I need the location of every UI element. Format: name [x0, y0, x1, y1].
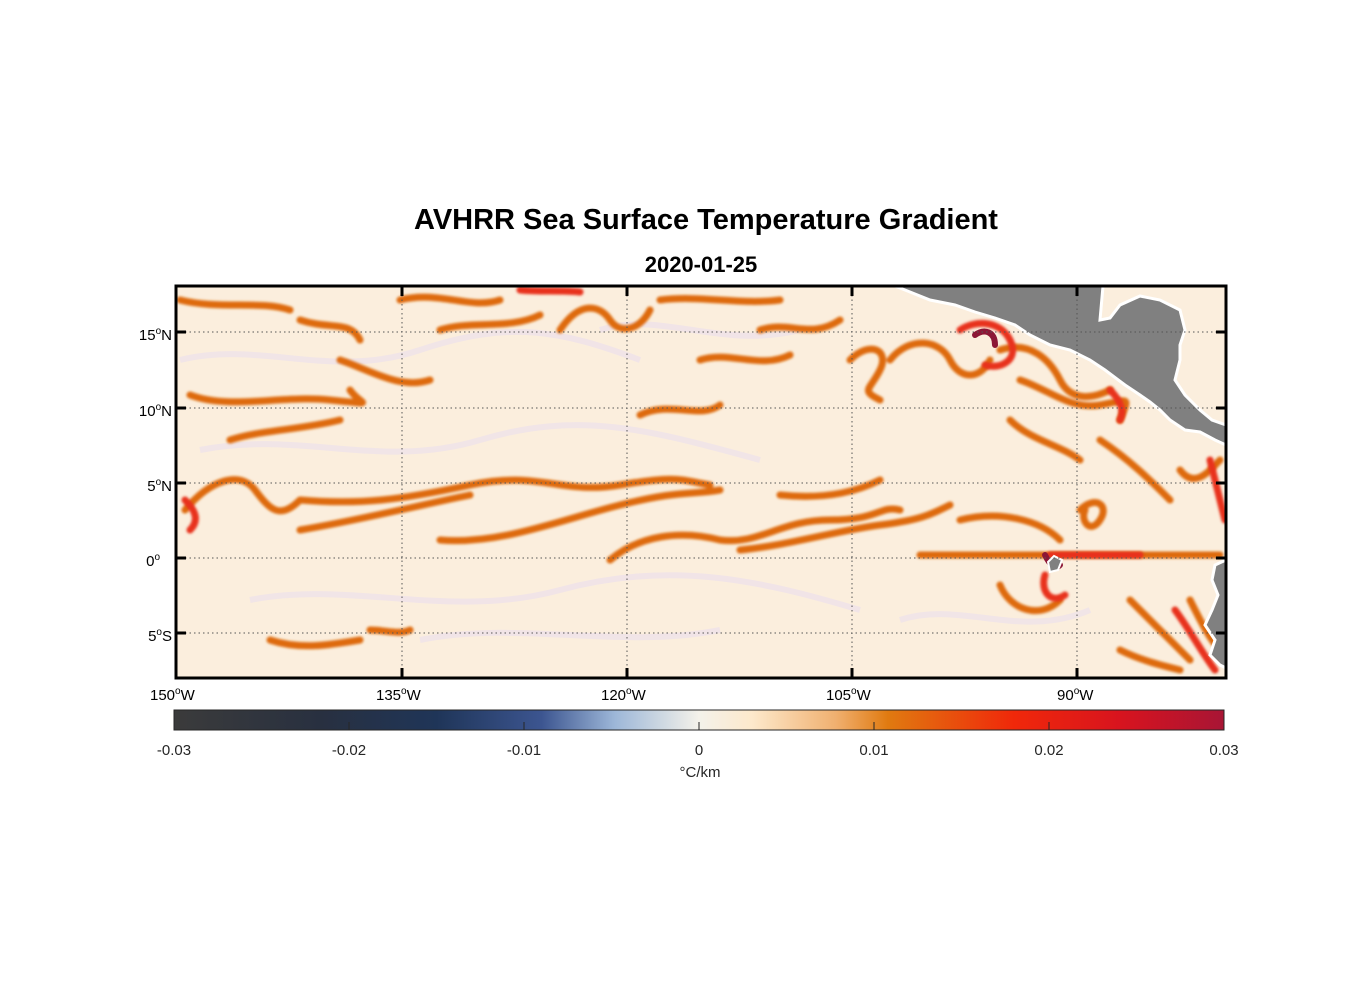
colorbar-tick-marks — [348, 722, 1050, 730]
colorbar-tick-label: 0.02 — [1034, 742, 1063, 759]
colorbar-unit-label: °C/km — [679, 764, 721, 781]
longitude-labels: 150oW 135oW 120oW 105oW 90oW — [150, 686, 1094, 704]
chart-title: AVHRR Sea Surface Temperature Gradient — [414, 204, 998, 236]
colorbar-tick-label: -0.03 — [157, 742, 191, 759]
colorbar-tick-labels: -0.03 -0.02 -0.01 0 0.01 0.02 0.03 — [157, 742, 1239, 759]
lat-label-15n: 15oN — [139, 326, 172, 344]
galapagos-island — [1046, 554, 1064, 574]
colorbar-tick-label: -0.02 — [332, 742, 366, 759]
lon-label-150w: 150oW — [150, 686, 196, 704]
latitude-labels: 15oN 10oN 5oN 0o 5oS — [139, 326, 172, 645]
colorbar-gradient — [174, 710, 1224, 730]
lat-label-0: 0o — [146, 552, 160, 570]
lat-label-5n: 5oN — [147, 477, 172, 495]
south-america-land — [1203, 558, 1226, 670]
lat-label-5s: 5oS — [148, 627, 172, 645]
colorbar: -0.03 -0.02 -0.01 0 0.01 0.02 0.03 — [157, 709, 1239, 759]
lat-label-10n: 10oN — [139, 402, 172, 420]
lon-label-105w: 105oW — [826, 686, 872, 704]
thermal-fronts-red — [181, 286, 1226, 674]
background-texture — [179, 321, 1092, 643]
lon-label-90w: 90oW — [1057, 686, 1094, 704]
thermal-fronts-orange — [176, 293, 1224, 674]
chart-subtitle: 2020-01-25 — [644, 252, 758, 277]
lon-label-135w: 135oW — [376, 686, 422, 704]
colorbar-tick-label: 0 — [695, 742, 703, 759]
central-america-land — [894, 286, 1226, 447]
colorbar-tick-label: 0.03 — [1209, 742, 1238, 759]
colorbar-tick-label: -0.01 — [507, 742, 541, 759]
colorbar-tick-label: 0.01 — [859, 742, 888, 759]
map-tick-marks — [176, 286, 1226, 678]
lon-label-120w: 120oW — [601, 686, 647, 704]
sst-gradient-map — [176, 286, 1226, 678]
